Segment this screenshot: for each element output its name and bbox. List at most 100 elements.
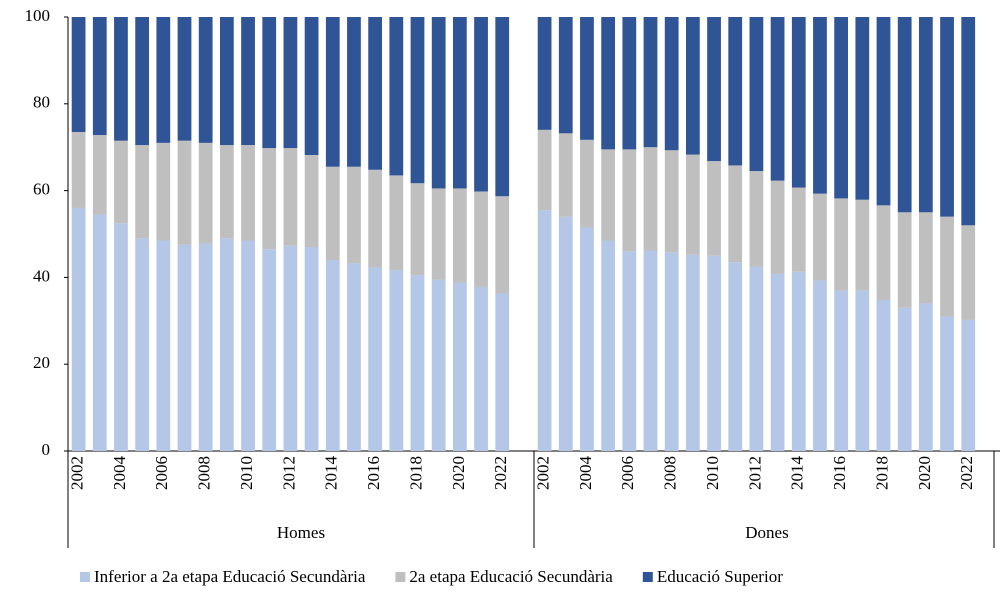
bar-segment [325,166,340,261]
bar-segment [855,199,870,291]
bar-segment [431,17,446,189]
bar-segment [156,142,171,241]
x-tick-label: 2018 [872,456,891,490]
bar-segment [876,299,891,451]
bar-segment [685,254,700,451]
x-tick-label: 2022 [491,456,510,490]
bar-segment [897,307,912,451]
bar-segment [940,316,954,451]
bar-segment [198,17,213,143]
x-tick-label: 2016 [830,456,849,490]
bar-segment [410,183,425,276]
bar-segment [262,17,277,149]
bar-segment [241,240,255,451]
bar-segment [643,17,658,148]
bar-segment [813,193,827,281]
bar-segment [707,255,721,451]
legend-label: Inferior a 2a etapa Educació Secundària [94,567,366,586]
bar-segment [770,180,785,274]
y-tick-label: 40 [33,266,50,285]
bar-segment [601,240,616,451]
bar-segment [643,250,658,451]
bar-segment [664,17,679,151]
bar-segment [940,17,954,217]
legend: Inferior a 2a etapa Educació Secundària 2… [80,567,783,586]
bar-segment [71,132,86,208]
bar-segment [304,17,319,156]
bar-segment [431,279,446,451]
bar-segment [813,280,827,451]
bar-segment [770,17,785,181]
bar-segment [198,142,213,244]
bar-segment [685,154,700,255]
y-tick-label: 100 [25,6,51,25]
x-tick-label: 2010 [237,456,256,490]
bar-segment [961,225,976,320]
bar-segment [92,135,107,215]
bar-segment [770,273,785,451]
bar-segment [135,238,150,451]
bar-segment [474,17,488,192]
bar-segment [643,147,658,251]
x-tick-label: 2020 [449,456,468,490]
bar-segment [918,303,933,451]
bar-segment [389,270,404,451]
bar-segment [325,17,340,167]
bar-segment [114,17,128,141]
x-tick-label: 2006 [152,456,171,490]
bar-segment [177,244,192,451]
bar-segment [749,17,764,172]
bar-segment [92,214,107,451]
bar-segment [940,216,954,317]
bar-segment [558,133,573,217]
bar-segment [558,216,573,451]
bar-segment [961,17,976,226]
bar-segment [791,271,806,451]
bar-segment [728,17,743,166]
group-label: Homes [277,523,325,542]
bar-segment [474,286,488,451]
bar-segment [452,282,467,451]
x-tick-label: 2008 [195,456,214,490]
bar-segment [791,187,806,272]
x-tick-label: 2010 [703,456,722,490]
bar-segment [834,17,849,199]
legend-swatch [395,572,406,582]
bar-segment [876,205,891,300]
x-tick-label: 2020 [915,456,934,490]
bar-segment [71,17,86,133]
x-tick-label: 2012 [745,456,764,490]
x-tick-label: 2016 [364,456,383,490]
bar-segment [347,263,361,451]
bar-segment [728,262,743,451]
legend-swatch [80,572,90,582]
x-tick-label: 2014 [322,456,341,491]
bar-segment [304,155,319,248]
x-tick-label: 2022 [957,456,976,490]
bar-segment [537,129,552,211]
bar-segment [918,17,933,213]
bar-segment [368,169,383,268]
bar-segment [622,251,637,451]
bar-segment [791,17,806,188]
x-tick-label: 2002 [533,456,552,490]
bar-segment [325,260,340,451]
y-tick-label: 0 [42,440,51,459]
bar-segment [241,145,255,241]
bar-segment [262,148,277,250]
x-tick-label: 2002 [67,456,86,490]
y-tick-label: 60 [33,180,50,199]
bar-segment [219,238,234,451]
bar-segment [452,188,467,283]
bar-segment [537,210,552,451]
x-tick-label: 2006 [618,456,637,490]
bar-segment [347,166,361,264]
bar-segment [580,139,594,228]
bar-segment [601,149,616,241]
bar-segment [135,17,150,146]
bar-segment [495,196,510,294]
bar-segment [580,17,594,140]
bar-segment [558,17,573,134]
bar-segment [156,17,171,143]
